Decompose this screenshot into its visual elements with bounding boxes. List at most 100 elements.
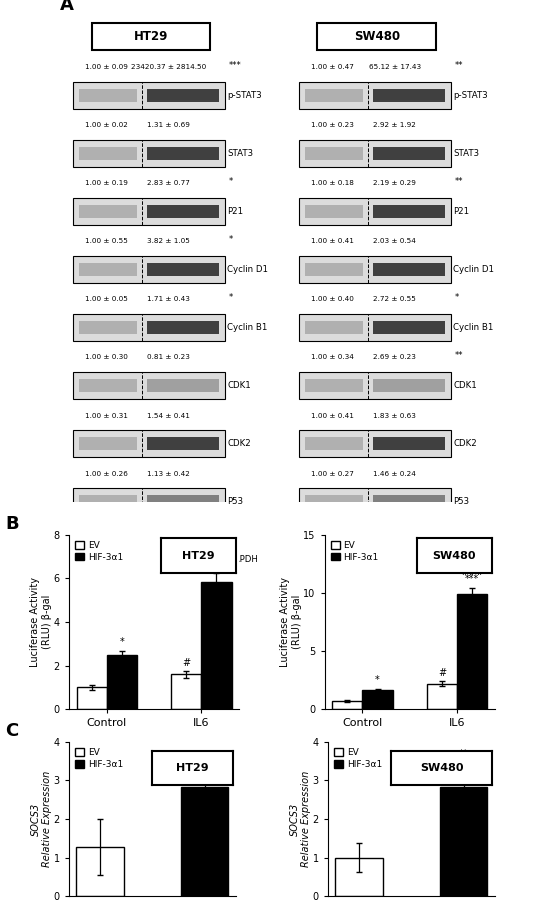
- Text: *: *: [202, 770, 207, 780]
- Text: Cyclin B1: Cyclin B1: [453, 323, 493, 332]
- Bar: [427, 684, 457, 710]
- Y-axis label: SOCS3
Relative Expression: SOCS3 Relative Expression: [30, 771, 52, 868]
- Bar: [73, 372, 225, 399]
- Bar: [79, 205, 137, 218]
- Bar: [373, 321, 445, 334]
- Bar: [73, 140, 225, 167]
- Bar: [79, 379, 137, 393]
- Text: CDK1: CDK1: [227, 381, 251, 390]
- Text: 1.00 ± 0.30: 1.00 ± 0.30: [85, 355, 128, 360]
- Text: 1.00 ± 0.27: 1.00 ± 0.27: [311, 470, 354, 477]
- Text: 1.00 ± 0.23: 1.00 ± 0.23: [311, 122, 354, 128]
- Text: 2.03 ± 0.54: 2.03 ± 0.54: [373, 238, 416, 245]
- Text: 1.00 ± 0.31: 1.00 ± 0.31: [85, 412, 128, 419]
- Bar: [305, 495, 362, 508]
- Bar: [373, 437, 445, 450]
- Text: 1.31 ± 0.69: 1.31 ± 0.69: [147, 122, 190, 128]
- Text: 2.92 ± 1.92: 2.92 ± 1.92: [373, 122, 416, 128]
- Bar: [299, 430, 451, 457]
- Text: HIF-3α1: HIF-3α1: [376, 580, 414, 590]
- Bar: [147, 553, 219, 566]
- Text: STAT3: STAT3: [453, 149, 479, 158]
- Text: 2.83 ± 0.77: 2.83 ± 0.77: [147, 180, 190, 187]
- Text: 1.00 ± 0.09: 1.00 ± 0.09: [85, 65, 128, 70]
- Text: GAPDH: GAPDH: [227, 555, 258, 565]
- Text: Cyclin B1: Cyclin B1: [227, 323, 267, 332]
- FancyBboxPatch shape: [317, 23, 436, 50]
- Text: 1.54 ± 0.41: 1.54 ± 0.41: [147, 412, 190, 419]
- Bar: [305, 321, 362, 334]
- Bar: [73, 546, 225, 573]
- Text: 1.00 ± 0.18: 1.00 ± 0.18: [311, 180, 354, 187]
- Bar: [147, 437, 219, 450]
- Bar: [373, 205, 445, 218]
- Bar: [305, 553, 362, 566]
- Text: *: *: [229, 235, 233, 244]
- Text: SW480: SW480: [354, 30, 400, 43]
- Bar: [299, 372, 451, 399]
- Bar: [147, 321, 219, 334]
- Text: P53: P53: [453, 497, 469, 506]
- Bar: [305, 553, 362, 566]
- Text: 1.00 ± 0.41: 1.00 ± 0.41: [311, 238, 354, 245]
- Legend: EV, HIF-3α1: EV, HIF-3α1: [73, 747, 125, 771]
- Text: ***: ***: [229, 61, 242, 70]
- Text: 1.46 ± 0.24: 1.46 ± 0.24: [373, 470, 416, 477]
- Bar: [299, 140, 451, 167]
- Bar: [332, 700, 362, 710]
- Bar: [147, 379, 219, 393]
- Bar: [73, 314, 225, 341]
- Bar: [305, 147, 362, 160]
- Bar: [201, 581, 232, 710]
- Text: P21: P21: [227, 207, 243, 216]
- Text: *: *: [229, 177, 233, 186]
- Text: p-STAT3: p-STAT3: [227, 91, 262, 100]
- Bar: [79, 437, 137, 450]
- Text: 1.00 ± 0.19: 1.00 ± 0.19: [85, 180, 128, 187]
- Bar: [305, 262, 362, 276]
- Text: Cyclin D1: Cyclin D1: [453, 265, 494, 274]
- Bar: [76, 847, 124, 896]
- Bar: [373, 495, 445, 508]
- Bar: [299, 198, 451, 225]
- Text: *: *: [455, 293, 459, 302]
- Legend: EV, HIF-3α1: EV, HIF-3α1: [332, 747, 384, 771]
- Bar: [373, 262, 445, 276]
- Text: *: *: [375, 675, 380, 686]
- Text: A: A: [60, 0, 74, 14]
- Bar: [147, 262, 219, 276]
- Text: 1.00 ± 0.05: 1.00 ± 0.05: [85, 297, 128, 302]
- Y-axis label: Luciferase Activity
(RLU) β-gal: Luciferase Activity (RLU) β-gal: [280, 577, 302, 667]
- Text: 1.00 ± 0.41: 1.00 ± 0.41: [311, 412, 354, 419]
- FancyBboxPatch shape: [91, 23, 210, 50]
- Bar: [373, 553, 445, 566]
- Text: 2.69 ± 0.23: 2.69 ± 0.23: [373, 355, 416, 360]
- Bar: [147, 495, 219, 508]
- Bar: [299, 256, 451, 283]
- Bar: [373, 147, 445, 160]
- Text: 1.00 ± 0.55: 1.00 ± 0.55: [85, 238, 128, 245]
- Y-axis label: SOCS3
Relative Expression: SOCS3 Relative Expression: [290, 771, 311, 868]
- Bar: [73, 82, 225, 109]
- Bar: [299, 546, 451, 573]
- Text: ***: ***: [465, 575, 479, 585]
- Text: B: B: [6, 515, 19, 533]
- Legend: EV, HIF-3α1: EV, HIF-3α1: [329, 539, 381, 564]
- Text: 1.83 ± 0.63: 1.83 ± 0.63: [373, 412, 416, 419]
- Text: 1.00 ± 0.47: 1.00 ± 0.47: [311, 65, 354, 70]
- Text: 1.00 ± 0.02: 1.00 ± 0.02: [85, 122, 128, 128]
- Text: 1.00 ± 0.40: 1.00 ± 0.40: [311, 297, 354, 302]
- Bar: [79, 262, 137, 276]
- Bar: [305, 437, 362, 450]
- Text: EV: EV: [101, 580, 113, 590]
- Text: *: *: [119, 638, 124, 648]
- Y-axis label: Luciferase Activity
(RLU) β-gal: Luciferase Activity (RLU) β-gal: [30, 577, 52, 667]
- Text: 2.72 ± 0.55: 2.72 ± 0.55: [373, 297, 416, 302]
- Text: HT29: HT29: [134, 30, 168, 43]
- Text: 65.12 ± 17.43: 65.12 ± 17.43: [368, 65, 421, 70]
- Text: HIF-3α1: HIF-3α1: [150, 580, 188, 590]
- Bar: [181, 787, 228, 896]
- Text: P53: P53: [227, 497, 243, 506]
- Text: 23420.37 ± 2814.50: 23420.37 ± 2814.50: [131, 65, 207, 70]
- Text: GAPDH: GAPDH: [453, 555, 484, 565]
